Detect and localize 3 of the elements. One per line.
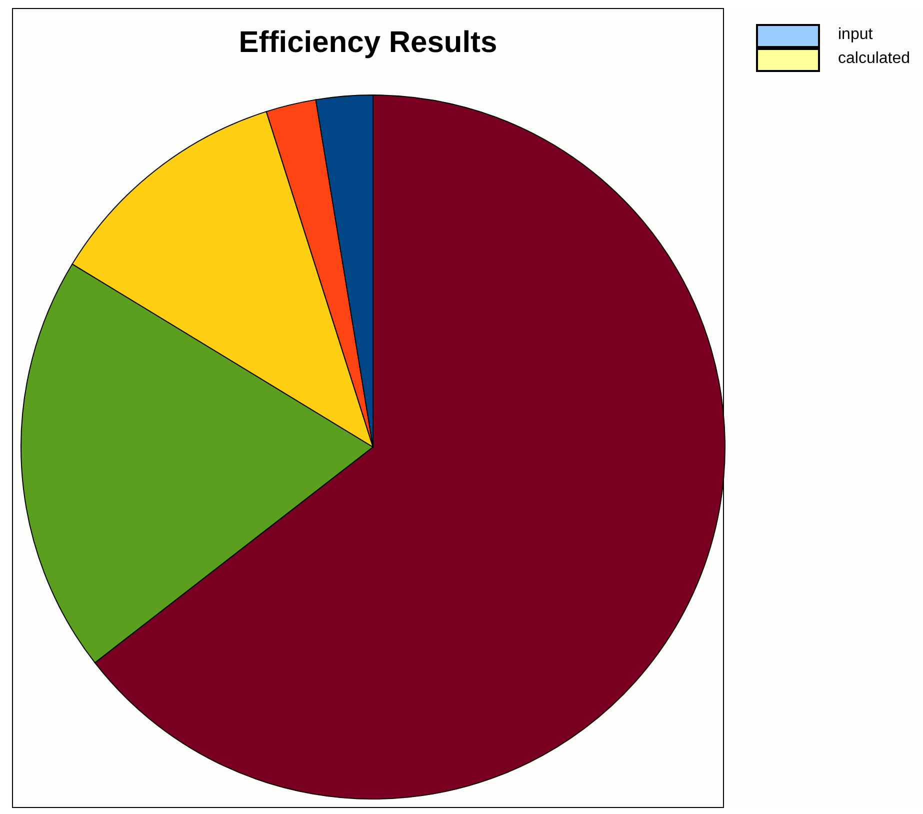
text: input bbox=[838, 26, 873, 44]
chart-title: Efficiency Results bbox=[238, 26, 498, 60]
text: calculated bbox=[838, 50, 910, 68]
